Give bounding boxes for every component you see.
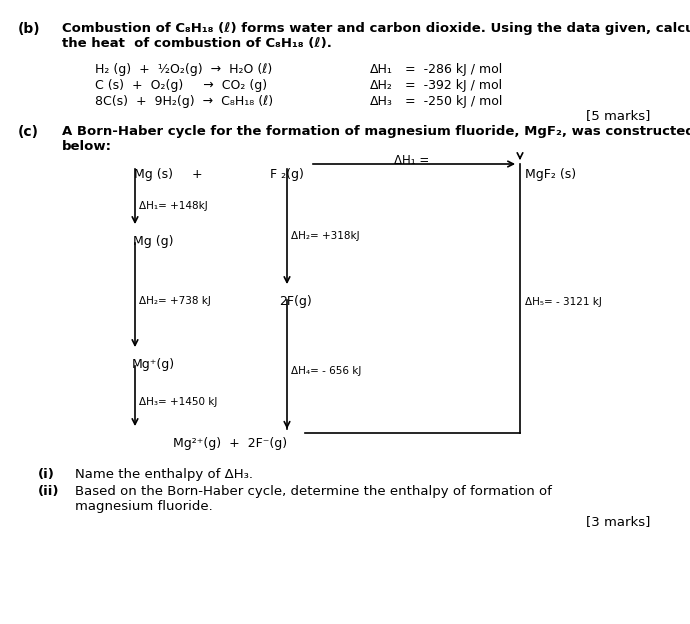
Text: =  -286 kJ / mol: = -286 kJ / mol bbox=[405, 63, 502, 76]
Text: Based on the Born-Haber cycle, determine the enthalpy of formation of: Based on the Born-Haber cycle, determine… bbox=[75, 485, 552, 498]
Text: Mg (g): Mg (g) bbox=[132, 235, 173, 248]
Text: ΔH₃: ΔH₃ bbox=[370, 95, 393, 108]
Text: H₂ (g)  +  ½O₂(g)  →  H₂O (ℓ): H₂ (g) + ½O₂(g) → H₂O (ℓ) bbox=[95, 63, 273, 76]
Text: Mg²⁺(g)  +  2F⁻(g): Mg²⁺(g) + 2F⁻(g) bbox=[173, 437, 287, 450]
Text: Mg (s): Mg (s) bbox=[133, 168, 172, 181]
Text: 8C(s)  +  9H₂(g)  →  C₈H₁₈ (ℓ): 8C(s) + 9H₂(g) → C₈H₁₈ (ℓ) bbox=[95, 95, 273, 108]
Text: (b): (b) bbox=[18, 22, 41, 36]
Text: ΔH₁= +148kJ: ΔH₁= +148kJ bbox=[139, 201, 208, 211]
Text: [3 marks]: [3 marks] bbox=[586, 515, 650, 528]
Text: Mg⁺(g): Mg⁺(g) bbox=[131, 358, 175, 371]
Text: Combustion of C₈H₁₈ (ℓ) forms water and carbon dioxide. Using the data given, ca: Combustion of C₈H₁₈ (ℓ) forms water and … bbox=[62, 22, 690, 35]
Text: MgF₂ (s): MgF₂ (s) bbox=[525, 168, 576, 181]
Text: 2F(g): 2F(g) bbox=[279, 295, 311, 308]
Text: Name the enthalpy of ΔH₃.: Name the enthalpy of ΔH₃. bbox=[75, 468, 253, 481]
Text: ΔH₄= - 656 kJ: ΔH₄= - 656 kJ bbox=[291, 366, 362, 376]
Text: ΔH₁: ΔH₁ bbox=[370, 63, 393, 76]
Text: ΔH₃= +1450 kJ: ΔH₃= +1450 kJ bbox=[139, 397, 217, 407]
Text: (c): (c) bbox=[18, 125, 39, 139]
Text: magnesium fluoride.: magnesium fluoride. bbox=[75, 500, 213, 513]
Text: below:: below: bbox=[62, 140, 112, 153]
Text: A Born-Haber cycle for the formation of magnesium fluoride, MgF₂, was constructe: A Born-Haber cycle for the formation of … bbox=[62, 125, 690, 138]
Text: the heat  of combustion of C₈H₁₈ (ℓ).: the heat of combustion of C₈H₁₈ (ℓ). bbox=[62, 37, 332, 50]
Text: ΔH₂: ΔH₂ bbox=[370, 79, 393, 92]
Text: ΔH₅= - 3121 kJ: ΔH₅= - 3121 kJ bbox=[525, 297, 602, 307]
Text: ΔH₁ =: ΔH₁ = bbox=[395, 154, 430, 167]
Text: ΔH₂= +738 kJ: ΔH₂= +738 kJ bbox=[139, 296, 211, 306]
Text: (ii): (ii) bbox=[38, 485, 59, 498]
Text: ΔH₂= +318kJ: ΔH₂= +318kJ bbox=[291, 231, 359, 241]
Text: =  -250 kJ / mol: = -250 kJ / mol bbox=[405, 95, 502, 108]
Text: =  -392 kJ / mol: = -392 kJ / mol bbox=[405, 79, 502, 92]
Text: [5 marks]: [5 marks] bbox=[586, 109, 650, 122]
Text: C (s)  +  O₂(g)     →  CO₂ (g): C (s) + O₂(g) → CO₂ (g) bbox=[95, 79, 267, 92]
Text: (i): (i) bbox=[38, 468, 55, 481]
Text: +: + bbox=[192, 168, 202, 181]
Text: F ₂(g): F ₂(g) bbox=[270, 168, 304, 181]
